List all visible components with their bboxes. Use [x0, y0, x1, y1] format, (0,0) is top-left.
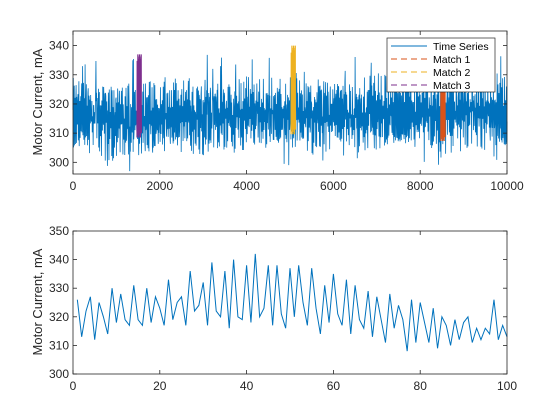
- top-series-layer: [72, 45, 508, 172]
- x-tick-label: 4000: [233, 179, 260, 193]
- y-tick-label: 300: [49, 367, 69, 381]
- bottom-y-axis-label: Motor Current, mA: [30, 248, 45, 355]
- series-line-match-3: [136, 54, 142, 138]
- top-plot-box: [72, 30, 508, 175]
- x-tick-label: 8000: [407, 179, 434, 193]
- y-tick-label: 330: [49, 281, 69, 295]
- legend-label-match-2: Match 2: [433, 67, 471, 79]
- y-tick-label: 310: [49, 338, 69, 352]
- y-tick-label: 340: [49, 39, 69, 53]
- legend: Time Series Match 1 Match 2 Match 3: [386, 37, 496, 93]
- y-tick-label: 300: [49, 155, 69, 169]
- x-tick-label: 20: [153, 379, 167, 393]
- series-line-time-series: [72, 46, 508, 172]
- x-tick-label: 6000: [320, 179, 347, 193]
- bottom-plot-area: [73, 231, 507, 374]
- bottom-ticks-layer: 0 20 40 60 80 100 300 310 320 330 340 350: [49, 224, 517, 393]
- x-tick-label: 100: [497, 379, 517, 393]
- x-tick-label: 0: [70, 179, 77, 193]
- bottom-axes: 0 20 40 60 80 100 300 310 320 330 340 350 Motor Cur…: [30, 224, 517, 393]
- y-tick-label: 320: [49, 310, 69, 324]
- y-tick-label: 320: [49, 97, 69, 111]
- x-tick-label: 10000: [490, 179, 524, 193]
- bottom-plot-box: [72, 230, 508, 375]
- x-tick-label: 40: [240, 379, 254, 393]
- x-tick-label: 60: [327, 379, 341, 393]
- x-tick-label: 0: [70, 379, 77, 393]
- top-ticks-layer: 0 2000 4000 6000 8000 10000 300 310 320 330 340: [49, 31, 524, 193]
- y-tick-label: 310: [49, 126, 69, 140]
- legend-label-match-1: Match 1: [433, 54, 471, 66]
- legend-label-time-series: Time Series: [433, 41, 489, 53]
- series-line-zoom: [76, 253, 508, 352]
- bottom-series-layer: [76, 253, 508, 352]
- x-tick-label: 80: [414, 379, 428, 393]
- top-y-axis-label: Motor Current, mA: [30, 48, 45, 155]
- x-tick-label: 2000: [146, 179, 173, 193]
- legend-label-match-3: Match 3: [433, 80, 471, 92]
- y-tick-label: 330: [49, 68, 69, 82]
- top-axes: 0 2000 4000 6000 8000 10000 300 310 320 330 340 Mo…: [30, 30, 524, 193]
- series-line-match-2: [290, 45, 297, 135]
- legend-box: [386, 37, 496, 93]
- y-tick-label: 350: [49, 224, 69, 238]
- y-tick-label: 340: [49, 253, 69, 267]
